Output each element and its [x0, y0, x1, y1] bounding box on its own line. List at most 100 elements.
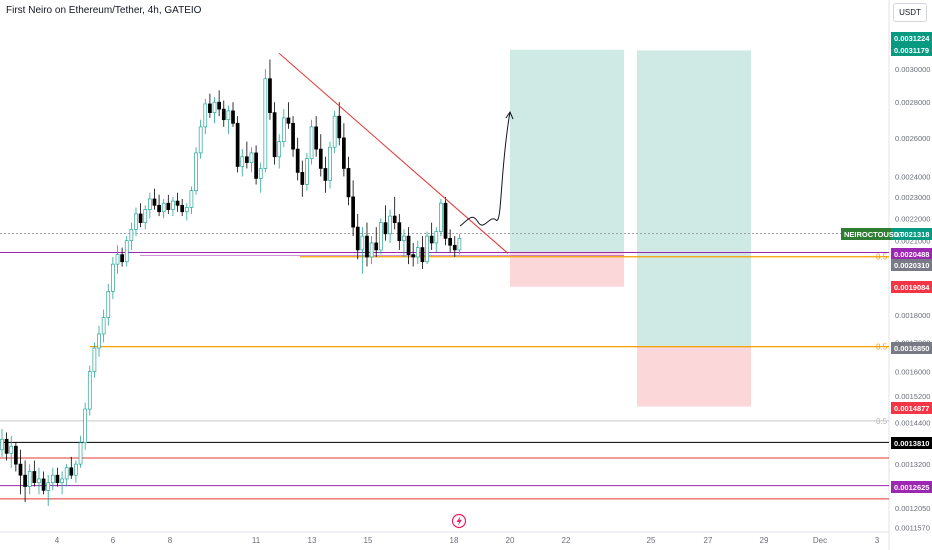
candle-body — [439, 202, 443, 232]
price-tick-label: 0.0028000 — [895, 98, 930, 107]
candle-body — [180, 204, 185, 213]
candle-body — [14, 445, 18, 465]
candle-body — [397, 222, 402, 242]
currency-button[interactable]: USDT — [893, 3, 927, 22]
price-tag — [891, 32, 932, 44]
candle-body — [83, 408, 88, 444]
symbol-tag-label: NEIROCTOUSDT — [844, 230, 904, 239]
candle-body — [309, 126, 314, 160]
candle-body — [78, 442, 83, 465]
price-tags: 0.00312240.00311790.0021318NEIROCTOUSDT0… — [841, 32, 932, 493]
candle-body — [50, 474, 55, 484]
drawings — [278, 52, 514, 254]
price-tag-value: 0.0031179 — [894, 46, 929, 55]
candle-body — [360, 235, 365, 251]
candle-body — [143, 209, 148, 224]
price-tag — [891, 259, 932, 271]
price-tick-label: 0.0021000 — [895, 237, 930, 246]
fib-label: 0.5 — [876, 343, 888, 352]
candle-body — [263, 78, 268, 169]
candle-body — [457, 238, 462, 251]
price-tag — [891, 44, 932, 56]
fib-label: 0.5 — [876, 417, 888, 426]
projection-arrowhead — [505, 110, 514, 120]
price-tick-label: 0.0026000 — [895, 134, 930, 143]
price-tick-label: 0.0012050 — [895, 504, 930, 513]
target-zone[interactable] — [637, 50, 751, 347]
candle-body — [69, 467, 74, 476]
candle-body — [157, 204, 161, 213]
position-zones — [510, 49, 751, 407]
candle-body — [448, 238, 452, 246]
candle-body — [226, 110, 231, 121]
candle-body — [369, 242, 374, 258]
time-tick-label: 4 — [55, 536, 60, 545]
candle-body — [277, 141, 282, 158]
candle-body — [240, 156, 245, 167]
stop-zone[interactable] — [637, 346, 751, 407]
price-tick-label: 0.0018000 — [895, 311, 930, 320]
candle-body — [420, 247, 425, 263]
time-tick-label: 11 — [252, 536, 261, 545]
stop-zone[interactable] — [510, 252, 624, 287]
alert-bolt-icon[interactable] — [451, 513, 467, 529]
candle-body — [166, 202, 171, 210]
candle-body — [365, 235, 369, 258]
candle-body — [74, 463, 78, 476]
price-tag — [891, 228, 932, 240]
candle-body — [249, 152, 254, 163]
candle-body — [106, 291, 111, 318]
candle-body — [194, 152, 198, 191]
candle-body — [97, 333, 101, 349]
candle-body — [434, 231, 439, 244]
price-tag — [891, 402, 932, 414]
candle-body — [161, 202, 166, 213]
time-tick-label: 18 — [450, 536, 459, 545]
candle-body — [300, 172, 305, 185]
candle-body — [55, 474, 60, 484]
candle-body — [254, 152, 258, 179]
time-tick-label: 20 — [506, 536, 515, 545]
candle-body — [134, 213, 138, 230]
candle-body — [429, 235, 434, 244]
price-tag-value: 0.0013810 — [894, 439, 929, 448]
candle-body — [23, 474, 27, 487]
price-tag-value: 0.0020488 — [894, 250, 929, 259]
price-tag — [891, 248, 932, 260]
time-tick-label: 27 — [704, 536, 713, 545]
horizontal-levels: 0.5 0.5 0.5 — [0, 233, 889, 500]
resistance-trendline[interactable] — [278, 52, 509, 254]
candle-body — [37, 478, 41, 484]
time-tick-label: 15 — [364, 536, 373, 545]
candle-body — [411, 254, 416, 258]
price-tag — [891, 437, 932, 449]
candle-body — [305, 158, 309, 185]
price-tick-label: 0.0015200 — [895, 392, 930, 401]
time-tick-label: 22 — [562, 536, 571, 545]
candle-body — [383, 222, 388, 235]
target-zone[interactable] — [510, 49, 624, 253]
candle-body — [203, 103, 208, 128]
candle-body — [323, 168, 328, 181]
candle-body — [328, 146, 332, 181]
candle-body — [374, 242, 379, 251]
candle-body — [129, 228, 134, 242]
candle-body — [392, 215, 397, 224]
time-axis: 4 6 8 11 13 15 18 20 22 25 27 29 Dec 3 — [55, 536, 880, 545]
candle-body — [452, 244, 457, 251]
symbol-tag — [841, 228, 891, 240]
time-tick-label: Dec — [813, 536, 827, 545]
candle-body — [258, 168, 263, 179]
price-tag-value: 0.0031224 — [894, 34, 930, 43]
candle-body — [268, 78, 272, 113]
candle-body — [318, 148, 323, 169]
price-tag — [891, 481, 932, 493]
price-tick-label: 0.0016000 — [895, 368, 930, 377]
candle-body — [184, 207, 189, 213]
candle-body — [332, 115, 337, 148]
projection-path[interactable] — [459, 111, 511, 227]
price-tag — [891, 342, 932, 354]
candle-body — [9, 445, 14, 454]
candle-body — [0, 438, 4, 451]
